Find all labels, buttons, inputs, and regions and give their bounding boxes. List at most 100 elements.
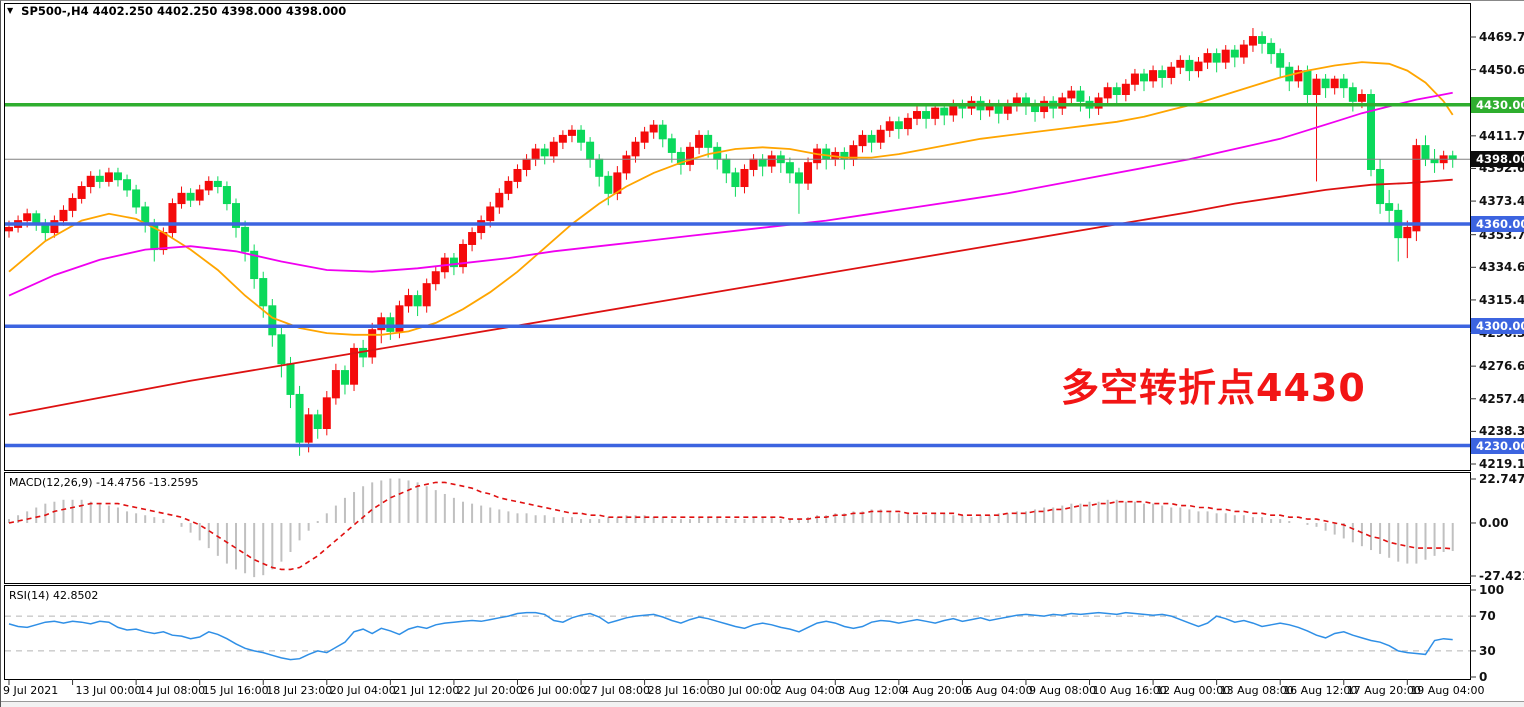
candle-body <box>577 129 586 143</box>
candle-body <box>23 213 32 222</box>
price-tick-label: 4276.600 <box>1479 359 1524 374</box>
price-tick-label: 4334.600 <box>1479 260 1524 275</box>
candle-body <box>1339 78 1348 89</box>
candle-body <box>767 155 776 167</box>
price-tick-label: 4411.740 <box>1479 128 1524 143</box>
candle-body <box>1412 145 1421 232</box>
candle-body <box>913 111 921 119</box>
time-axis-label: 3 Aug 12:00 <box>838 684 906 697</box>
candle-body <box>531 148 540 160</box>
candle-body <box>295 393 304 443</box>
candle-body <box>132 189 141 208</box>
candle-body <box>468 232 477 245</box>
chart-title: ▼ SP500-,H4 4402.250 4402.250 4398.000 4… <box>7 4 346 18</box>
time-axis-label: 9 Aug 08:00 <box>1028 684 1097 697</box>
bottom-strip <box>1 701 1524 707</box>
time-axis-label: 28 Jul 16:00 <box>647 684 714 697</box>
candle-body <box>232 203 240 228</box>
candle-body <box>1448 155 1457 160</box>
time-axis-label: 9 Jul 2021 <box>3 684 59 697</box>
candle-body <box>495 192 504 208</box>
time-axis-label: 21 Jul 12:00 <box>393 684 460 697</box>
time-axis-label: 12 Aug 00:00 <box>1156 684 1231 697</box>
candle-body <box>1130 73 1139 85</box>
time-axis-label: 27 Jul 08:00 <box>584 684 650 697</box>
time-axis-label: 18 Jul 23:00 <box>266 684 333 697</box>
candle-body <box>77 186 86 199</box>
time-axis-label: 20 Jul 04:00 <box>329 684 396 697</box>
candle-body <box>1203 53 1212 63</box>
candle-body <box>785 162 794 174</box>
candle-body <box>1330 78 1339 89</box>
candle-body <box>250 250 259 280</box>
candle-body <box>558 134 567 143</box>
macd-panel-frame <box>4 472 1471 584</box>
candle-body <box>204 180 213 191</box>
candle-body <box>213 180 222 188</box>
candle-body <box>413 295 422 307</box>
candle-body <box>449 257 458 268</box>
candle-body <box>1321 78 1330 89</box>
candle-body <box>113 172 122 181</box>
rsi-indicator-label: RSI(14) 42.8502 <box>9 589 99 602</box>
candle-body <box>5 226 13 232</box>
price-tick-label: 4450.600 <box>1479 62 1524 77</box>
price-badge-4360: 4360.000 <box>1471 216 1524 233</box>
candle-body <box>95 175 104 182</box>
candle-body <box>222 186 231 205</box>
candle-body <box>667 138 676 153</box>
candle-body <box>368 329 377 358</box>
candle-body <box>340 370 349 385</box>
candle-body <box>59 209 68 222</box>
candle-body <box>1212 53 1221 63</box>
candle-body <box>404 295 413 307</box>
candle-body <box>1421 145 1430 160</box>
candle-body <box>731 172 740 188</box>
candle-body <box>350 347 359 385</box>
candle-body <box>159 232 168 251</box>
candle-body <box>1267 42 1276 55</box>
symbol-dropdown-triangle-icon[interactable]: ▼ <box>7 6 14 15</box>
rsi-scale-label: 70 <box>1479 609 1496 624</box>
candle-body <box>804 162 813 184</box>
candle-body <box>622 155 631 174</box>
candle-body <box>867 134 876 143</box>
price-tick-label: 4469.740 <box>1479 30 1524 44</box>
rsi-scale-label: 100 <box>1479 583 1505 597</box>
candle-body <box>377 317 386 331</box>
candle-body <box>268 305 277 336</box>
candle-body <box>123 179 132 191</box>
candle-body <box>658 124 667 140</box>
candle-body <box>586 141 595 160</box>
candle-body <box>1376 168 1385 205</box>
candle-body <box>903 117 912 130</box>
candle-body <box>1385 203 1394 211</box>
candle-body <box>749 158 758 170</box>
rsi-line <box>8 611 1453 661</box>
candle-body <box>858 134 867 147</box>
candle-body <box>1239 44 1248 58</box>
candle-body <box>1067 90 1076 99</box>
candle-body <box>1303 70 1312 95</box>
candle-body <box>1149 70 1158 82</box>
macd-scale-label: 22.7479 <box>1479 472 1524 486</box>
time-axis-label: 15 Jul 16:00 <box>202 684 269 697</box>
ma-line-slow <box>8 178 1453 416</box>
candle-body <box>567 129 576 136</box>
time-axis-label: 19 Aug 04:00 <box>1410 684 1485 697</box>
candle-body <box>1158 70 1167 78</box>
candle-body <box>1140 73 1148 82</box>
candle-body <box>313 414 322 430</box>
time-axis-label: 26 Jul 00:00 <box>520 684 587 697</box>
candle-body <box>68 197 77 211</box>
candle-body <box>1312 78 1321 95</box>
price-badge-4230: 4230.000 <box>1471 437 1524 454</box>
candle-body <box>431 271 440 285</box>
candle-body <box>794 172 803 184</box>
time-axis-label: 13 Aug 08:00 <box>1219 684 1294 697</box>
candle-body <box>1167 66 1176 78</box>
candle-body <box>259 278 268 307</box>
candle-body <box>522 158 531 170</box>
